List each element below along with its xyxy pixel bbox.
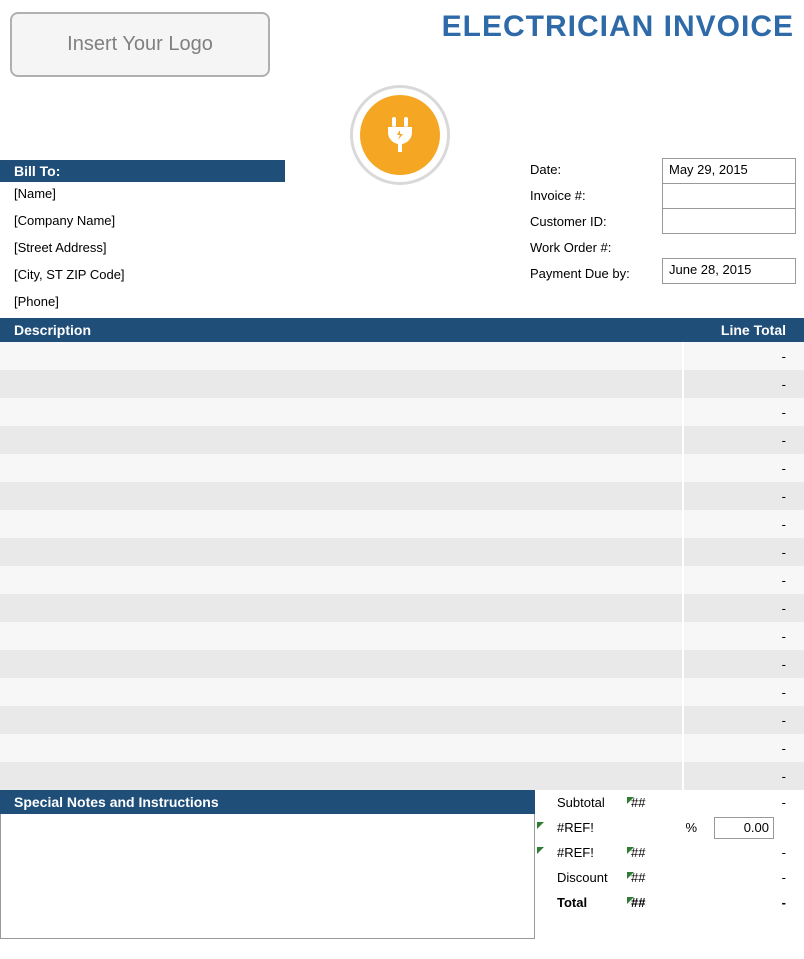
line-item-desc[interactable] xyxy=(0,734,684,762)
logo-placeholder-text: Insert Your Logo xyxy=(67,33,213,56)
line-item-total[interactable]: - xyxy=(684,734,804,762)
invoice-title: ELECTRICIAN INVOICE xyxy=(442,10,794,44)
bill-street[interactable]: [Street Address] xyxy=(14,240,125,255)
line-item-row[interactable]: - xyxy=(0,538,804,566)
line-item-desc[interactable] xyxy=(0,370,684,398)
line-item-total[interactable]: - xyxy=(684,370,804,398)
line-item-row[interactable]: - xyxy=(0,342,804,370)
line-item-row[interactable]: - xyxy=(0,370,804,398)
line-item-desc[interactable] xyxy=(0,398,684,426)
line-item-row[interactable]: - xyxy=(0,510,804,538)
meta-due-label: Payment Due by: xyxy=(530,266,630,292)
line-item-desc[interactable] xyxy=(0,482,684,510)
plug-icon xyxy=(360,95,440,175)
meta-date-value[interactable]: May 29, 2015 xyxy=(662,158,796,184)
line-item-total[interactable]: - xyxy=(684,510,804,538)
line-item-total[interactable]: - xyxy=(684,622,804,650)
bill-name[interactable]: [Name] xyxy=(14,186,125,201)
bill-city[interactable]: [City, ST ZIP Code] xyxy=(14,267,125,282)
line-item-row[interactable]: - xyxy=(0,566,804,594)
meta-values: May 29, 2015 June 28, 2015 xyxy=(662,158,796,283)
line-item-desc[interactable] xyxy=(0,706,684,734)
line-item-desc[interactable] xyxy=(0,538,684,566)
line-items: Description Line Total ---------------- … xyxy=(0,318,804,790)
subtotal-label: Subtotal xyxy=(535,795,625,810)
line-item-row[interactable]: - xyxy=(0,454,804,482)
line-item-row[interactable]: - xyxy=(0,706,804,734)
line-item-total[interactable]: - xyxy=(684,454,804,482)
line-item-row[interactable]: - xyxy=(0,594,804,622)
bottom-section: Special Notes and Instructions Subtotal … xyxy=(0,790,804,939)
line-item-desc[interactable] xyxy=(0,454,684,482)
ref2-b: - xyxy=(697,845,804,860)
meta-date-label: Date: xyxy=(530,162,630,188)
ref2-label: #REF! xyxy=(535,845,625,860)
meta-invoice-value[interactable] xyxy=(662,183,796,209)
meta-customer-label: Customer ID: xyxy=(530,214,630,240)
line-item-total[interactable]: - xyxy=(684,706,804,734)
line-item-desc[interactable] xyxy=(0,566,684,594)
line-item-desc[interactable] xyxy=(0,510,684,538)
ref1-label: #REF! xyxy=(535,820,625,835)
line-item-total[interactable]: - xyxy=(684,482,804,510)
line-item-row[interactable]: - xyxy=(0,426,804,454)
line-item-total[interactable]: - xyxy=(684,594,804,622)
line-item-desc[interactable] xyxy=(0,678,684,706)
col-line-total: Line Total xyxy=(684,318,804,342)
plug-badge xyxy=(350,85,450,185)
bill-to-fields: [Name] [Company Name] [Street Address] [… xyxy=(14,186,125,321)
notes-header: Special Notes and Instructions xyxy=(0,790,535,814)
line-item-total[interactable]: - xyxy=(684,426,804,454)
line-item-row[interactable]: - xyxy=(0,650,804,678)
bill-company[interactable]: [Company Name] xyxy=(14,213,125,228)
pct-value[interactable]: 0.00 xyxy=(697,817,804,839)
notes-body[interactable] xyxy=(0,814,535,939)
meta-workorder-label: Work Order #: xyxy=(530,240,630,266)
discount-label: Discount xyxy=(535,870,625,885)
meta-workorder-value[interactable] xyxy=(662,233,796,259)
line-item-row[interactable]: - xyxy=(0,622,804,650)
line-item-total[interactable]: - xyxy=(684,650,804,678)
pct-label: % xyxy=(625,820,697,835)
line-item-total[interactable]: - xyxy=(684,762,804,790)
subtotal-b: - xyxy=(697,795,804,810)
bill-to-header: Bill To: xyxy=(0,160,285,182)
meta-labels: Date: Invoice #: Customer ID: Work Order… xyxy=(530,162,630,292)
line-item-total[interactable]: - xyxy=(684,678,804,706)
bill-phone[interactable]: [Phone] xyxy=(14,294,125,309)
line-item-row[interactable]: - xyxy=(0,762,804,790)
meta-invoice-label: Invoice #: xyxy=(530,188,630,214)
line-item-total[interactable]: - xyxy=(684,566,804,594)
line-item-desc[interactable] xyxy=(0,762,684,790)
line-item-desc[interactable] xyxy=(0,342,684,370)
subtotal-a: ## xyxy=(625,795,697,810)
line-item-desc[interactable] xyxy=(0,594,684,622)
discount-b: - xyxy=(697,870,804,885)
line-item-total[interactable]: - xyxy=(684,342,804,370)
col-description: Description xyxy=(0,318,684,342)
line-item-row[interactable]: - xyxy=(0,398,804,426)
discount-a: ## xyxy=(625,870,697,885)
line-item-desc[interactable] xyxy=(0,650,684,678)
line-item-total[interactable]: - xyxy=(684,398,804,426)
total-a: ## xyxy=(625,895,697,910)
logo-placeholder[interactable]: Insert Your Logo xyxy=(10,12,270,77)
meta-due-value[interactable]: June 28, 2015 xyxy=(662,258,796,284)
line-item-desc[interactable] xyxy=(0,622,684,650)
line-item-total[interactable]: - xyxy=(684,538,804,566)
line-item-row[interactable]: - xyxy=(0,482,804,510)
line-item-row[interactable]: - xyxy=(0,678,804,706)
totals: Subtotal ## - #REF! % 0.00 #REF! ## - Di… xyxy=(535,790,804,939)
bill-to-header-text: Bill To: xyxy=(14,163,60,179)
meta-customer-value[interactable] xyxy=(662,208,796,234)
total-b: - xyxy=(697,895,804,910)
line-item-row[interactable]: - xyxy=(0,734,804,762)
total-label: Total xyxy=(535,895,625,910)
ref2-a: ## xyxy=(625,845,697,860)
line-item-desc[interactable] xyxy=(0,426,684,454)
